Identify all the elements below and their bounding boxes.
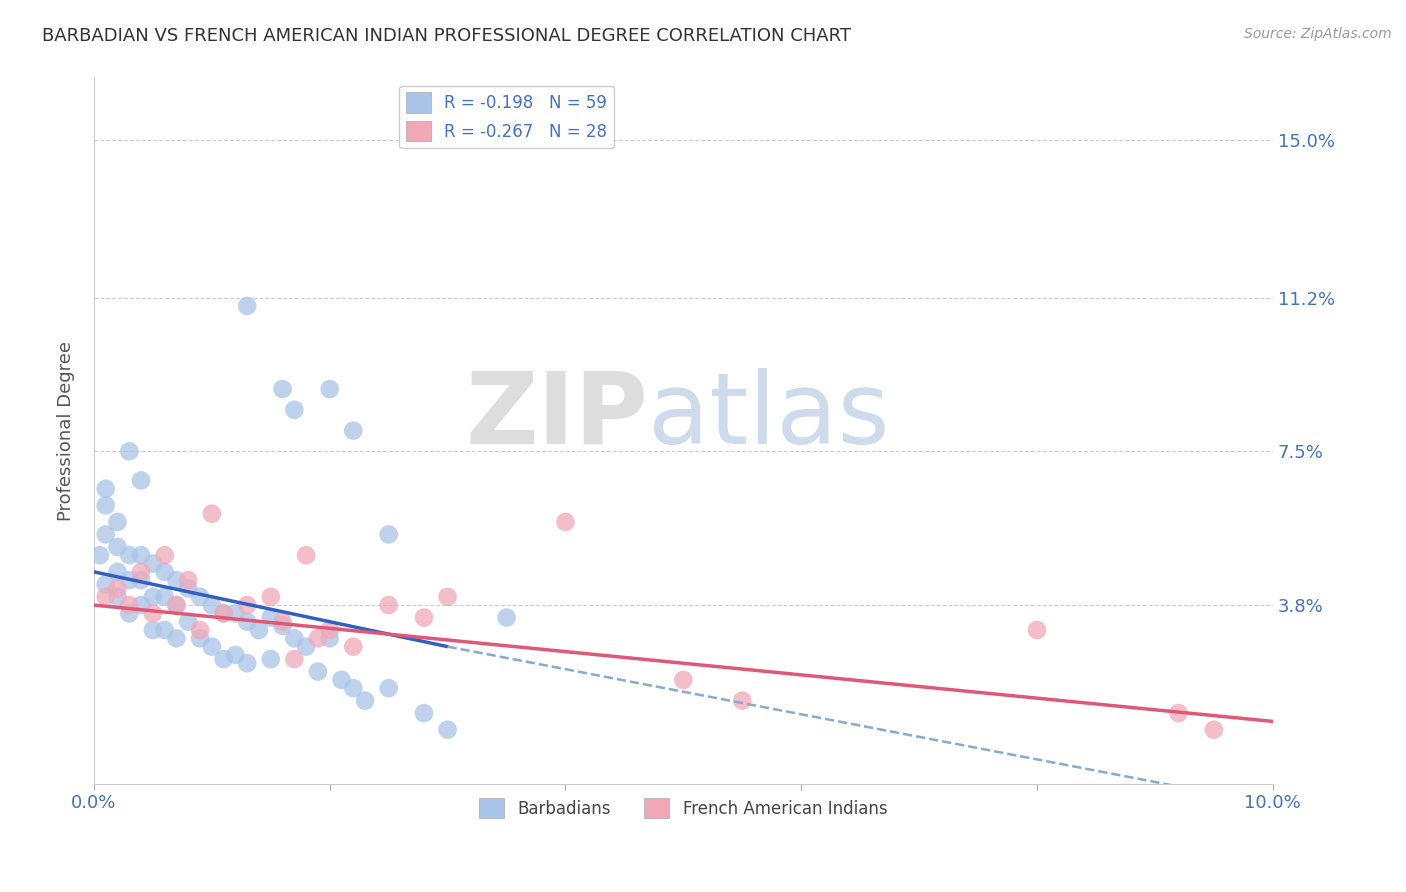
Point (307, 632, 329, 646)
Point (1167, 706, 1189, 720)
Point (94, 499, 117, 513)
Point (260, 590, 283, 604)
Point (118, 598, 141, 612)
Point (89, 548, 111, 562)
Point (165, 598, 187, 612)
Text: atlas: atlas (648, 368, 890, 465)
Point (495, 610, 517, 624)
Point (436, 723, 458, 737)
Point (377, 681, 399, 695)
Point (142, 607, 165, 621)
Point (153, 590, 176, 604)
Point (436, 590, 458, 604)
Text: BARBADIAN VS FRENCH AMERICAN INDIAN PROFESSIONAL DEGREE CORRELATION CHART: BARBADIAN VS FRENCH AMERICAN INDIAN PROF… (42, 27, 851, 45)
Point (224, 648, 246, 662)
Point (295, 640, 318, 654)
Point (118, 548, 141, 562)
Text: ZIP: ZIP (465, 368, 648, 465)
Point (236, 615, 259, 629)
Point (165, 573, 187, 587)
Point (188, 623, 211, 637)
Point (413, 706, 436, 720)
Point (283, 632, 305, 646)
Y-axis label: Professional Degree: Professional Degree (58, 341, 75, 521)
Point (271, 619, 294, 633)
Point (260, 610, 283, 624)
Point (247, 623, 270, 637)
Point (354, 693, 377, 707)
Point (188, 590, 211, 604)
Point (342, 424, 364, 438)
Point (118, 573, 141, 587)
Point (107, 582, 129, 596)
Point (94, 527, 117, 541)
Point (165, 632, 187, 646)
Point (236, 598, 259, 612)
Point (731, 693, 754, 707)
Point (212, 652, 235, 666)
Point (342, 640, 364, 654)
Point (554, 515, 576, 529)
Point (413, 610, 436, 624)
Point (94, 482, 117, 496)
Point (318, 382, 340, 396)
Point (142, 590, 165, 604)
Point (177, 573, 200, 587)
Point (118, 444, 141, 458)
Point (377, 598, 399, 612)
Point (212, 607, 235, 621)
Point (307, 665, 329, 679)
Point (129, 565, 152, 579)
Point (283, 652, 305, 666)
Point (318, 623, 340, 637)
Point (224, 607, 246, 621)
Point (94, 590, 117, 604)
Point (283, 402, 305, 417)
Point (271, 382, 294, 396)
Point (129, 598, 152, 612)
Point (672, 673, 695, 687)
Point (212, 607, 235, 621)
Point (1026, 623, 1049, 637)
Legend: Barbadians, French American Indians: Barbadians, French American Indians (472, 791, 894, 825)
Point (260, 652, 283, 666)
Point (201, 598, 224, 612)
Point (1202, 723, 1225, 737)
Point (142, 557, 165, 571)
Point (188, 632, 211, 646)
Text: Source: ZipAtlas.com: Source: ZipAtlas.com (1244, 27, 1392, 41)
Point (377, 527, 399, 541)
Point (177, 582, 200, 596)
Point (142, 623, 165, 637)
Point (153, 565, 176, 579)
Point (201, 507, 224, 521)
Point (107, 565, 129, 579)
Point (177, 615, 200, 629)
Point (107, 540, 129, 554)
Point (153, 623, 176, 637)
Point (295, 548, 318, 562)
Point (129, 548, 152, 562)
Point (271, 615, 294, 629)
Point (94, 577, 117, 591)
Point (236, 657, 259, 671)
Point (318, 632, 340, 646)
Point (153, 548, 176, 562)
Point (118, 607, 141, 621)
Point (342, 681, 364, 695)
Point (107, 590, 129, 604)
Point (165, 598, 187, 612)
Point (201, 640, 224, 654)
Point (236, 299, 259, 313)
Point (107, 515, 129, 529)
Point (330, 673, 353, 687)
Point (129, 474, 152, 488)
Point (129, 573, 152, 587)
